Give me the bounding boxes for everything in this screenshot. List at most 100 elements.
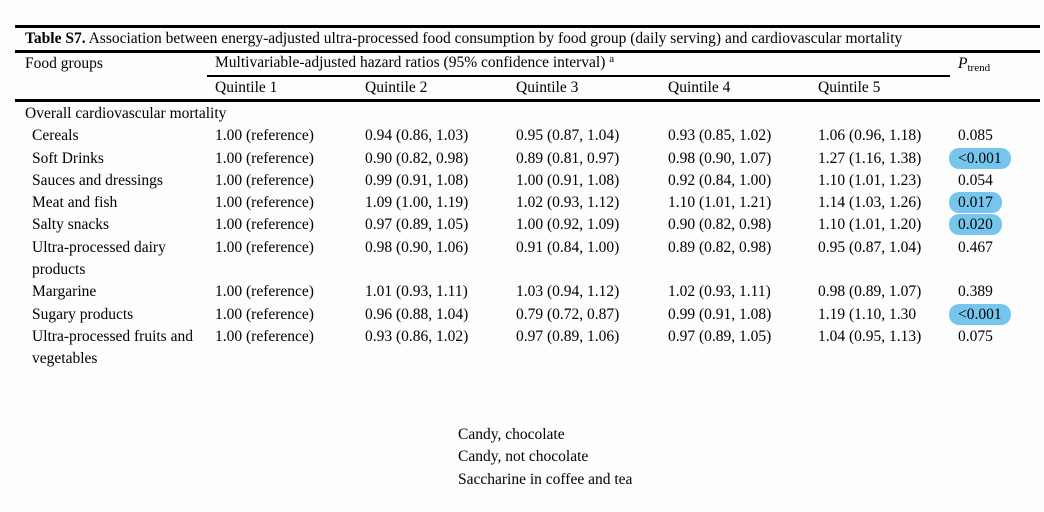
table-title: Table S7. Association between energy-adj… xyxy=(15,25,1040,53)
quintile-1-value: 1.00 (reference) xyxy=(215,216,314,234)
quintile-4-value: 0.99 (0.91, 1.08) xyxy=(668,305,772,323)
table-row: Meat and fish 1.00 (reference) 1.09 (1.0… xyxy=(15,192,1040,214)
table-number: Table S7. xyxy=(25,30,86,47)
p-trend-value: 0.085 xyxy=(958,127,993,145)
header-row-1: Food groups Multivariable-adjusted hazar… xyxy=(15,53,1041,102)
p-trend-cell: 0.020 xyxy=(949,214,1040,236)
quintile-1-value: 1.00 (reference) xyxy=(215,327,314,345)
food-group-name: Margarine xyxy=(32,283,97,301)
p-trend-cell: 0.017 xyxy=(949,192,1040,214)
p-trend-value: 0.389 xyxy=(958,283,993,301)
quintile-1-value: 1.00 (reference) xyxy=(215,127,314,145)
quintile-2-value: 0.93 (0.86, 1.02) xyxy=(365,327,469,345)
p-trend-column-header: Ptrend xyxy=(950,53,1041,102)
footnote-marker-a: a xyxy=(609,53,615,65)
quintile-5-value: 1.27 (1.16, 1.38) xyxy=(818,149,922,167)
quintile-3-value: 0.89 (0.81, 0.97) xyxy=(516,149,620,167)
food-group-name: Salty snacks xyxy=(32,216,110,234)
quintile-3-value: 1.00 (0.92, 1.09) xyxy=(516,216,620,234)
table-caption: Association between energy-adjusted ultr… xyxy=(85,30,903,47)
quintile-3-header: Quintile 3 xyxy=(508,76,660,102)
food-group-name: Ultra-processed fruits and vegetables xyxy=(32,327,193,368)
quintile-3-value: 0.95 (0.87, 1.04) xyxy=(516,127,620,145)
quintile-4-value: 0.98 (0.90, 1.07) xyxy=(668,149,772,167)
table-header: Food groups Multivariable-adjusted hazar… xyxy=(15,53,1041,102)
quintile-5-header: Quintile 5 xyxy=(810,76,951,102)
footnote-line: Candy, chocolate xyxy=(458,425,565,443)
section-row: Overall cardiovascular mortality xyxy=(15,101,1040,126)
p-trend-value: <0.001 xyxy=(949,303,1011,325)
food-group-name: Ultra-processed dairy products xyxy=(32,238,166,279)
quintile-4-value: 0.97 (0.89, 1.05) xyxy=(668,327,772,345)
quintile-5-value: 1.06 (0.96, 1.18) xyxy=(818,127,922,145)
p-trend-cell: 0.389 xyxy=(950,281,1040,303)
p-trend-cell: 0.467 xyxy=(950,237,1040,282)
quintile-2-value: 1.01 (0.93, 1.11) xyxy=(365,283,468,301)
quintile-2-value: 0.99 (0.91, 1.08) xyxy=(365,171,469,189)
quintile-2-value: 0.97 (0.89, 1.05) xyxy=(365,216,469,234)
table-row: Salty snacks 1.00 (reference) 0.97 (0.89… xyxy=(15,214,1040,236)
table-row: Sauces and dressings 1.00 (reference) 0.… xyxy=(15,170,1040,192)
header-row-2: Quintile 1 Quintile 2 Quintile 3 Quintil… xyxy=(15,76,1040,102)
quintile-3-value: 0.97 (0.89, 1.06) xyxy=(516,327,620,345)
quintile-3-value: 0.79 (0.72, 0.87) xyxy=(516,305,620,323)
food-group-name: Cereals xyxy=(32,127,79,145)
quintile-5-value: 0.98 (0.89, 1.07) xyxy=(818,283,922,301)
table-row: Soft Drinks 1.00 (reference) 0.90 (0.82,… xyxy=(15,147,1040,170)
quintile-4-value: 0.92 (0.84, 1.00) xyxy=(668,171,772,189)
quintile-3-value: 1.00 (0.91, 1.08) xyxy=(516,171,620,189)
table-row: Sugary products 1.00 (reference) 0.96 (0… xyxy=(15,303,1040,326)
p-trend-cell: <0.001 xyxy=(949,303,1040,326)
table-row: Ultra-processed fruits and vegetables 1.… xyxy=(15,326,1040,371)
table-row: Cereals 1.00 (reference) 0.94 (0.86, 1.0… xyxy=(15,125,1040,147)
footnote-lines: Candy, chocolate Candy, not chocolate Sa… xyxy=(458,424,1044,492)
p-trend-value: <0.001 xyxy=(949,147,1011,169)
quintile-1-value: 1.00 (reference) xyxy=(215,283,314,301)
food-groups-column-header: Food groups xyxy=(15,53,207,102)
p-trend-value: 0.467 xyxy=(958,238,993,256)
food-group-name: Soft Drinks xyxy=(32,149,104,167)
food-group-name: Sauces and dressings xyxy=(32,171,163,189)
footnote-line: Saccharine in coffee and tea xyxy=(458,470,633,488)
food-group-name: Meat and fish xyxy=(32,194,118,212)
food-group-name: Sugary products xyxy=(32,305,134,323)
section-header: Overall cardiovascular mortality xyxy=(25,105,227,122)
quintile-1-value: 1.00 (reference) xyxy=(215,305,314,323)
document-page: Table S7. Association between energy-adj… xyxy=(0,25,1044,512)
p-trend-cell: 0.075 xyxy=(950,326,1040,371)
p-trend-value: 0.075 xyxy=(958,327,993,345)
p-trend-value: 0.020 xyxy=(949,214,1002,236)
quintile-1-value: 1.00 (reference) xyxy=(215,171,314,189)
quintile-2-value: 0.90 (0.82, 0.98) xyxy=(365,149,469,167)
table-s7: Table S7. Association between energy-adj… xyxy=(15,25,1041,371)
p-trend-cell: <0.001 xyxy=(949,147,1040,170)
p-symbol: P xyxy=(958,55,968,72)
quintile-5-value: 1.14 (1.03, 1.26) xyxy=(818,194,922,212)
quintile-5-value: 1.19 (1.10, 1.30 xyxy=(818,305,917,323)
p-trend-value: 0.054 xyxy=(958,171,993,189)
table-row: Ultra-processed dairy products 1.00 (ref… xyxy=(15,237,1040,282)
quintile-4-value: 0.89 (0.82, 0.98) xyxy=(668,238,772,256)
table-row: Margarine 1.00 (reference) 1.01 (0.93, 1… xyxy=(15,281,1040,303)
quintile-5-value: 0.95 (0.87, 1.04) xyxy=(818,238,922,256)
p-trend-value: 0.017 xyxy=(949,192,1002,214)
quintile-5-value: 1.04 (0.95, 1.13) xyxy=(818,327,922,345)
quintile-4-value: 0.93 (0.85, 1.02) xyxy=(668,127,772,145)
table-body: Overall cardiovascular mortality Cereals… xyxy=(15,101,1040,371)
p-subscript: trend xyxy=(967,62,991,74)
p-trend-cell: 0.085 xyxy=(950,125,1040,147)
quintile-3-value: 1.03 (0.94, 1.12) xyxy=(516,283,620,301)
quintile-2-value: 0.94 (0.86, 1.03) xyxy=(365,127,469,145)
span-header-text: Multivariable-adjusted hazard ratios (95… xyxy=(215,54,606,71)
quintile-2-value: 1.09 (1.00, 1.19) xyxy=(365,194,469,212)
hazard-ratios-span-header: Multivariable-adjusted hazard ratios (95… xyxy=(207,53,951,77)
quintile-3-value: 1.02 (0.93, 1.12) xyxy=(516,194,620,212)
quintile-4-header: Quintile 4 xyxy=(660,76,810,102)
hazard-ratio-table: Food groups Multivariable-adjusted hazar… xyxy=(15,53,1041,371)
quintile-1-value: 1.00 (reference) xyxy=(215,238,314,256)
p-trend-cell: 0.054 xyxy=(950,170,1040,192)
quintile-4-value: 1.02 (0.93, 1.11) xyxy=(668,283,771,301)
quintile-5-value: 1.10 (1.01, 1.23) xyxy=(818,171,922,189)
quintile-2-value: 0.98 (0.90, 1.06) xyxy=(365,238,469,256)
quintile-1-value: 1.00 (reference) xyxy=(215,149,314,167)
